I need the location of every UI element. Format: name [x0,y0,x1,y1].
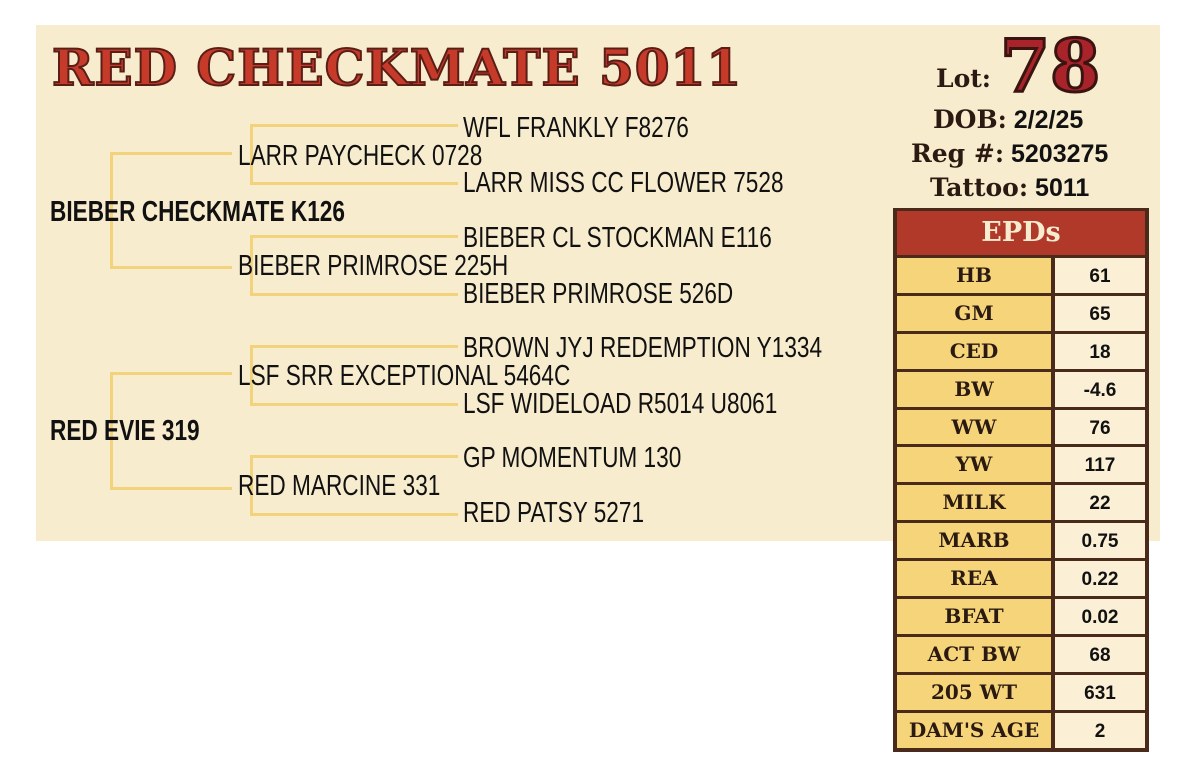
pedigree-line [250,182,458,185]
pedigree-line [250,124,458,127]
dam-dam-dam: RED PATSY 5271 [463,497,645,529]
pedigree-line [110,152,232,155]
epd-value: 76 [1055,409,1145,445]
reg-label: Reg #: [911,139,1005,168]
epd-header: EPDs [897,211,1145,255]
pedigree-line [250,345,253,405]
dob-value: 2/2/25 [1013,106,1084,134]
reg-value: 5203275 [1011,140,1109,168]
sire: BIEBER CHECKMATE K126 [50,196,345,228]
epd-value: 0.22 [1055,561,1145,597]
dob-label: DOB: [933,105,1007,134]
epd-label: WW [897,409,1051,445]
dam-sire-sire: BROWN JYJ REDEMPTION Y1334 [463,332,823,364]
epd-row: GM 65 [897,295,1145,331]
epd-label: HB [897,258,1051,293]
epd-row: MARB 0.75 [897,523,1145,559]
epd-label: REA [897,561,1051,597]
tattoo-line: Tattoo: 5011 [930,173,1089,203]
epd-value: 2 [1055,712,1145,748]
epd-label: DAM'S AGE [897,712,1051,748]
epd-value: 22 [1055,485,1145,521]
pedigree-line [110,266,232,269]
pedigree-line [250,293,458,296]
pedigree-line [250,235,458,238]
pedigree-line [250,235,253,295]
dam-dam: RED MARCINE 331 [238,470,441,502]
pedigree-line [250,455,458,458]
pedigree-line [110,152,113,268]
epd-label: MILK [897,485,1051,521]
tattoo-label: Tattoo: [930,173,1029,202]
pedigree-line [250,403,458,406]
epd-label: BW [897,371,1051,407]
epd-row: MILK 22 [897,485,1145,521]
pedigree-line [110,372,113,489]
epd-label: CED [897,333,1051,369]
sire-sire-dam: LARR MISS CC FLOWER 7528 [463,167,784,199]
epd-row: WW 76 [897,409,1145,445]
pedigree-line [250,124,253,184]
animal-name-title: RED CHECKMATE 5011 [51,37,743,98]
epd-value: 117 [1055,447,1145,483]
epd-row: 205 WT 631 [897,674,1145,710]
epd-value: 0.75 [1055,523,1145,559]
reg-line: Reg #: 5203275 [911,139,1108,169]
dam-sire: LSF SRR EXCEPTIONAL 5464C [238,360,571,392]
sire-dam-sire: BIEBER CL STOCKMAN E116 [463,222,772,254]
epd-value: -4.6 [1055,371,1145,407]
tattoo-value: 5011 [1035,174,1090,202]
epd-row: BW -4.6 [897,371,1145,407]
epd-value: 61 [1055,258,1145,293]
epd-label: BFAT [897,599,1051,634]
epd-row: YW 117 [897,447,1145,483]
dam-dam-sire: GP MOMENTUM 130 [463,442,682,474]
epd-row: ACT BW 68 [897,636,1145,672]
epd-value: 68 [1055,636,1145,672]
dob-line: DOB: 2/2/25 [933,105,1083,135]
sire-dam-dam: BIEBER PRIMROSE 526D [463,278,734,310]
epd-label: GM [897,295,1051,331]
sire-dam: BIEBER PRIMROSE 225H [238,250,509,282]
pedigree-line [110,487,232,490]
epd-label: MARB [897,523,1051,559]
epd-row: BFAT 0.02 [897,599,1145,634]
epd-row: DAM'S AGE 2 [897,712,1145,748]
epd-row: REA 0.22 [897,561,1145,597]
sire-sire-sire: WFL FRANKLY F8276 [463,112,689,144]
epd-value: 65 [1055,295,1145,331]
pedigree-line [250,455,253,515]
pedigree-line [250,345,458,348]
epd-value: 631 [1055,674,1145,710]
lot-number: 78 [998,23,1101,108]
epd-table: EPDs HB 61 GM 65 CED 18 BW -4.6 WW 76 YW 117 MILK 22 M… [893,208,1149,752]
epd-label: ACT BW [897,636,1051,672]
epd-value: 18 [1055,333,1145,369]
sire-sire: LARR PAYCHECK 0728 [238,140,483,172]
pedigree-line [110,372,232,375]
epd-value: 0.02 [1055,599,1145,634]
epd-row: CED 18 [897,333,1145,369]
lot-label-text: Lot: [936,64,992,93]
epd-label: YW [897,447,1051,483]
dam: RED EVIE 319 [50,415,200,447]
pedigree-line [250,513,458,516]
epd-row: HB 61 [897,258,1145,293]
epd-label: 205 WT [897,674,1051,710]
lot-label: Lot: [936,64,991,94]
dam-sire-dam: LSF WIDELOAD R5014 U8061 [463,388,778,420]
